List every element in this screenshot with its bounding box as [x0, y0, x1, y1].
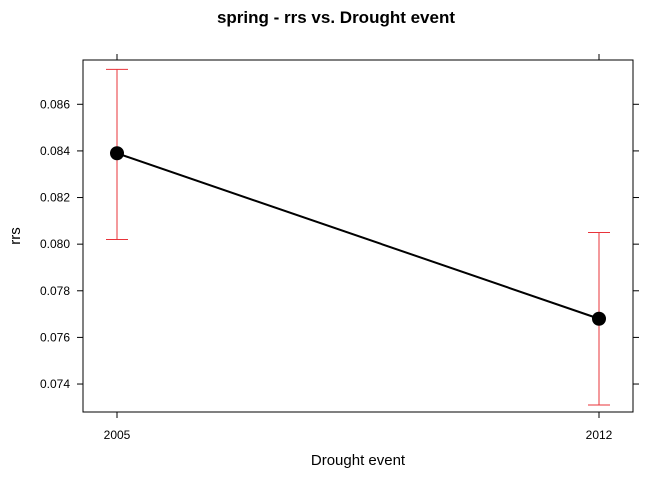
data-point: [592, 311, 606, 326]
y-tick-label: 0.084: [40, 144, 70, 158]
series-line: [116, 152, 600, 320]
x-tick-label: 2005: [104, 428, 131, 442]
x-axis: 2005 2012: [104, 54, 613, 442]
y-tick-label: 0.082: [40, 191, 70, 205]
data-points: [110, 146, 606, 326]
x-axis-label: Drought event: [311, 452, 406, 469]
data-point: [110, 146, 124, 161]
plot-frame: [82, 59, 634, 413]
y-axis-right: [633, 103, 639, 385]
y-tick-label: 0.076: [40, 330, 70, 344]
error-bars: [106, 68, 610, 406]
y-axis-left: 0.074 0.076 0.078 0.080 0.082 0.084 0.086: [40, 97, 83, 391]
y-tick-label: 0.074: [40, 377, 70, 391]
y-axis-label: rrs: [7, 227, 24, 245]
y-tick-label: 0.086: [40, 97, 70, 111]
y-tick-label: 0.078: [40, 284, 70, 298]
chart-title: spring - rrs vs. Drought event: [217, 8, 455, 27]
x-tick-label: 2012: [586, 428, 613, 442]
series-path: [116, 152, 600, 320]
y-tick-label: 0.080: [40, 237, 70, 251]
